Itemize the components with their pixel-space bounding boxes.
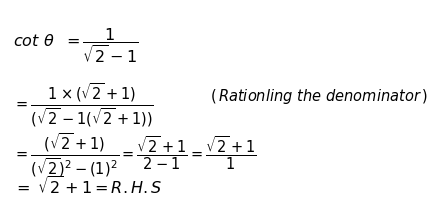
Text: $cot\ \theta\ \ =\dfrac{1}{\sqrt{2}-1}$: $cot\ \theta\ \ =\dfrac{1}{\sqrt{2}-1}$: [13, 27, 139, 65]
Text: $=\dfrac{1\times(\sqrt{2}+1)}{(\sqrt{2}-1(\sqrt{2}+1))}$: $=\dfrac{1\times(\sqrt{2}+1)}{(\sqrt{2}-…: [13, 82, 154, 129]
Text: $=\dfrac{(\sqrt{2}+1)}{(\sqrt{2})^{2}-(1)^{2}}=\dfrac{\sqrt{2}+1}{2-1}=\dfrac{\s: $=\dfrac{(\sqrt{2}+1)}{(\sqrt{2})^{2}-(1…: [13, 131, 257, 178]
Text: $(\,Rationling\ the\ denominator\,)$: $(\,Rationling\ the\ denominator\,)$: [210, 87, 428, 106]
Text: $=\ \sqrt{2}+1=R.H.S$: $=\ \sqrt{2}+1=R.H.S$: [13, 175, 162, 197]
